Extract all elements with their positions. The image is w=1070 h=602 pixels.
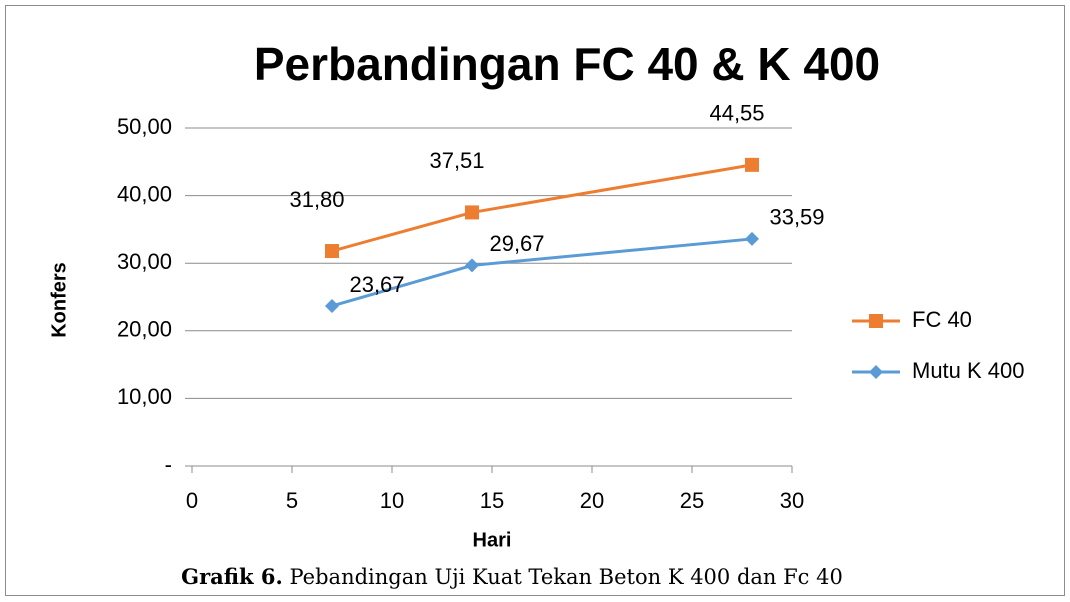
data-point (745, 157, 759, 172)
data-point (325, 298, 339, 313)
chart-frame (5, 5, 1065, 596)
caption-text: Pebandingan Uji Kuat Tekan Beton K 400 d… (290, 565, 843, 589)
data-label: 37,51 (429, 148, 484, 173)
data-label: 44,55 (709, 101, 764, 126)
x-tick-label: 25 (680, 488, 704, 513)
y-tick-label: 50,00 (117, 114, 172, 139)
x-tick-label: 0 (186, 488, 198, 513)
data-label: 31,80 (289, 187, 344, 212)
data-label: 29,67 (489, 231, 544, 256)
x-tick-label: 15 (480, 488, 504, 513)
chart-title: Perbandingan FC 40 & K 400 (254, 38, 880, 90)
data-point (325, 244, 339, 259)
x-tick-label: 5 (286, 488, 298, 513)
data-point (745, 231, 759, 246)
y-tick-label: 20,00 (117, 317, 172, 342)
y-axis-label: Konfers (48, 262, 70, 338)
legend-marker (869, 314, 883, 328)
legend-label: FC 40 (912, 307, 972, 332)
legend-label: Mutu K 400 (912, 358, 1025, 383)
legend-marker (869, 365, 883, 379)
x-tick-label: 20 (580, 488, 604, 513)
x-tick-label: 30 (780, 488, 804, 513)
y-tick-label: 40,00 (117, 181, 172, 206)
caption-label: Grafik 6. (181, 564, 283, 589)
data-point (465, 205, 479, 220)
data-label: 33,59 (769, 205, 824, 230)
y-tick-label: - (165, 452, 172, 477)
caption: Grafik 6. Pebandingan Uji Kuat Tekan Bet… (181, 564, 843, 589)
y-tick-label: 10,00 (117, 384, 172, 409)
data-point (465, 258, 479, 273)
y-tick-label: 30,00 (117, 249, 172, 274)
data-label: 23,67 (349, 272, 404, 297)
x-tick-label: 10 (380, 488, 404, 513)
x-axis-label: Hari (473, 529, 512, 551)
